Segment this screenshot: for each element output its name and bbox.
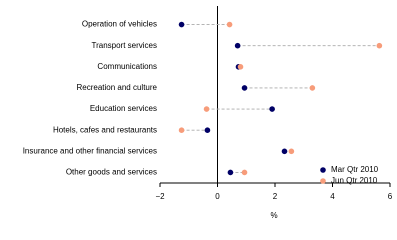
dot [227,169,234,176]
chart: % −2 0 2 4 6 Operation of vehicles Transport s… [23,6,393,220]
x-axis-label: % [270,211,277,220]
dot [288,148,295,155]
category-label: Insurance and other financial services [23,146,157,155]
category-label: Other goods and services [66,168,157,177]
legend-marker [320,167,326,173]
dot [241,85,248,91]
x-tick-label: 0 [215,192,220,201]
dot [241,169,248,176]
dot [269,106,275,112]
category-label: Education services [90,104,157,113]
x-tick-label: 6 [388,192,393,201]
x-tick-label: 2 [273,192,278,201]
dot [178,127,185,133]
category-label: Communications [97,62,157,71]
x-tick-label: 4 [330,192,335,201]
legend-label: Mar Qtr 2010 [331,165,379,174]
legend-marker [320,178,326,184]
dot [281,148,288,155]
dot [203,106,210,112]
x-tick-label: −2 [155,192,165,201]
category-label: Hotels, cafes and restaurants [53,125,157,134]
dot [309,85,316,91]
dot [178,21,185,28]
category-label: Recreation and culture [77,83,158,92]
dot [226,21,233,28]
dot [237,64,244,70]
category-label: Transport services [92,41,158,50]
dot [234,42,241,49]
dot [204,127,211,133]
dot [376,42,383,49]
category-label: Operation of vehicles [82,20,157,29]
legend-label: Jun Qtr 2010 [331,176,378,185]
